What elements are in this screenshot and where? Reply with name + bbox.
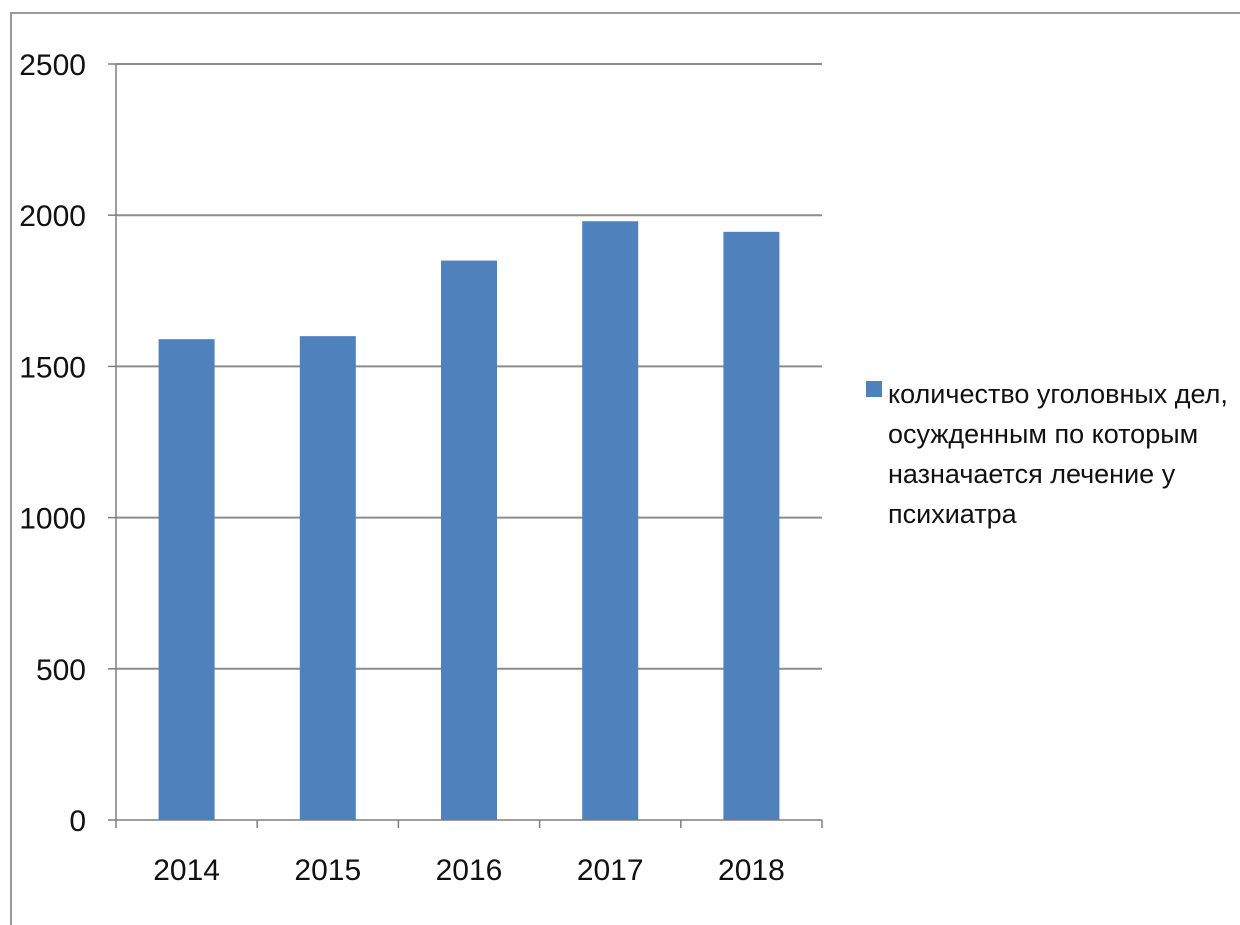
y-tick-label: 0 <box>69 805 86 838</box>
legend-label: количество уголовных дел, осужденным по … <box>888 379 1228 529</box>
bar-2016 <box>441 260 497 820</box>
y-tick-label: 2500 <box>19 49 86 82</box>
x-tick-label: 2016 <box>436 854 503 887</box>
y-tick-label: 1000 <box>19 503 86 536</box>
bar-2014 <box>158 339 215 820</box>
bar-2018 <box>723 231 780 820</box>
legend-swatch <box>866 381 882 397</box>
x-tick-label: 2017 <box>577 854 644 887</box>
bar-2017 <box>582 221 639 821</box>
y-tick-label: 500 <box>36 654 86 687</box>
y-tick-label: 2000 <box>19 200 86 233</box>
bar-2015 <box>299 336 356 820</box>
y-tick-label: 1500 <box>19 351 86 384</box>
x-tick-label: 2018 <box>718 854 785 887</box>
x-tick-label: 2015 <box>294 854 361 887</box>
chart-frame <box>10 12 1240 925</box>
x-tick-label: 2014 <box>153 854 220 887</box>
